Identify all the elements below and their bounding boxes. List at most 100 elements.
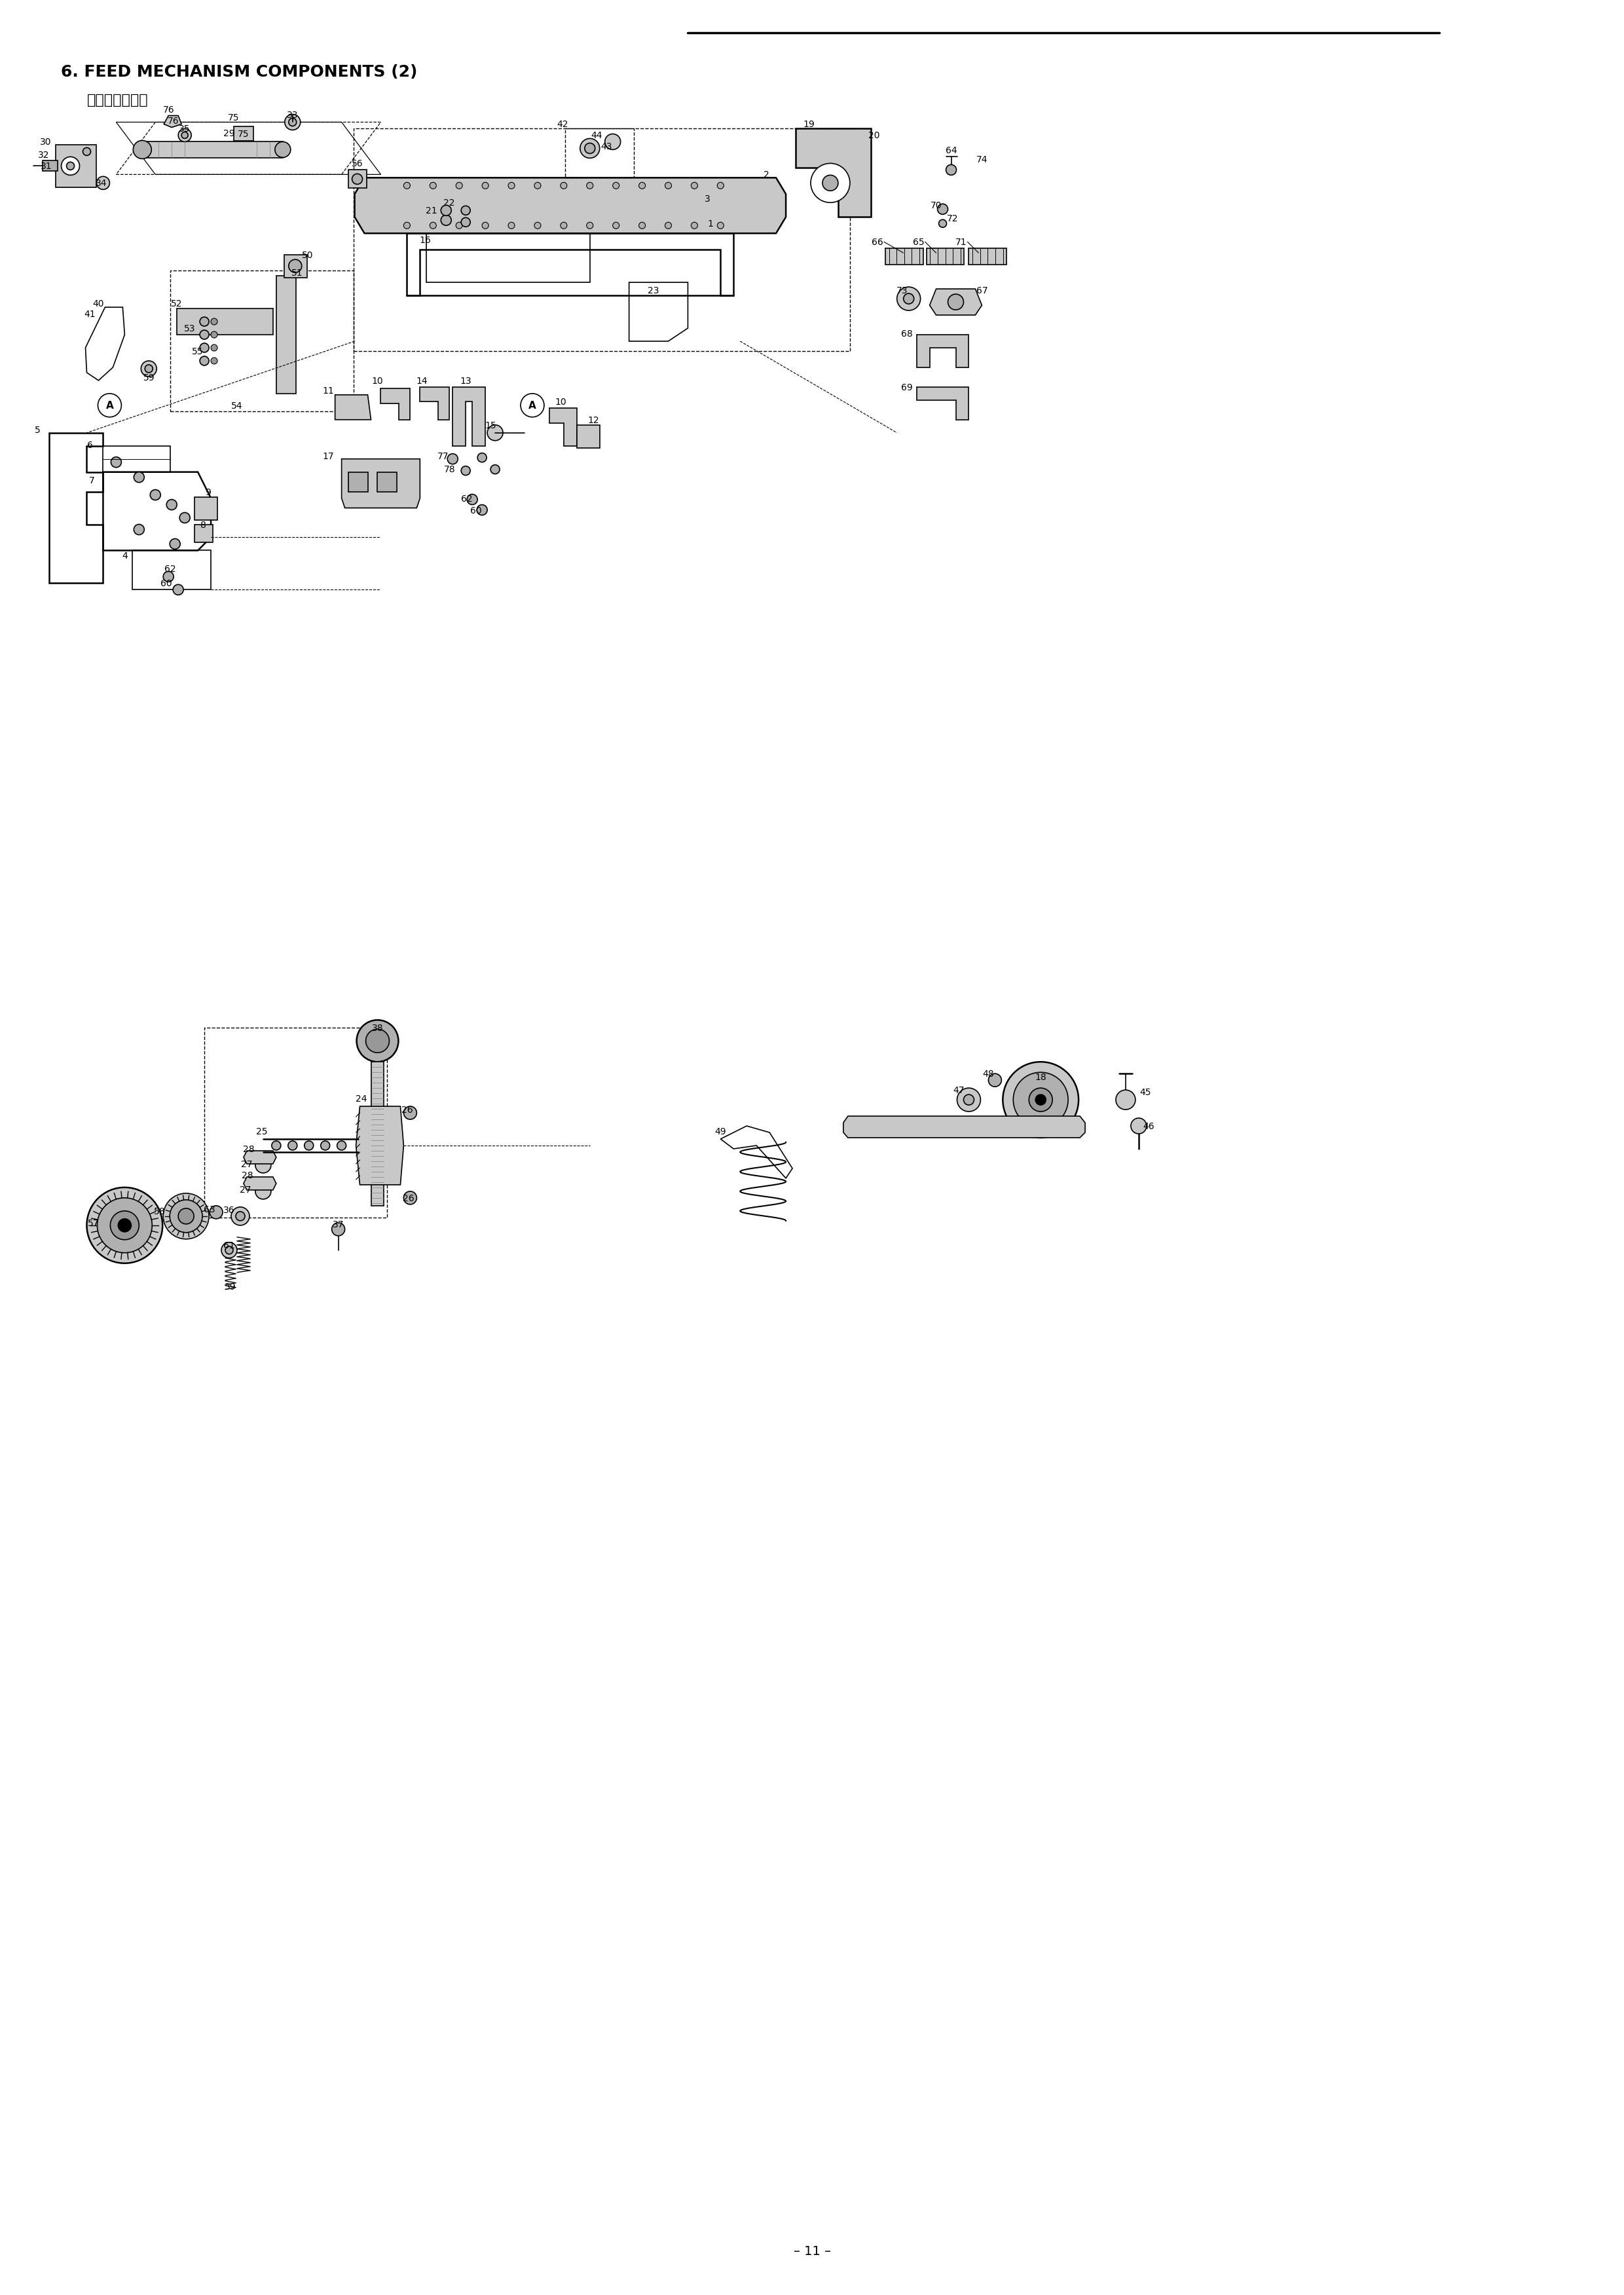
Text: 4: 4 [122,551,128,560]
Text: 62: 62 [164,565,175,574]
Text: 40: 40 [93,298,104,308]
Circle shape [211,333,218,337]
Bar [234,126,253,142]
Polygon shape [916,388,970,420]
Circle shape [461,207,471,216]
Polygon shape [244,1177,276,1191]
Text: 63: 63 [205,1205,216,1214]
Circle shape [586,223,593,230]
Circle shape [96,177,110,190]
Circle shape [586,184,593,190]
Circle shape [255,1157,271,1173]
Circle shape [211,344,218,351]
Text: 58: 58 [154,1207,166,1216]
Text: 60: 60 [471,505,482,514]
Text: 35: 35 [179,124,190,133]
Circle shape [461,218,471,227]
Text: 68: 68 [901,330,913,337]
Text: 42: 42 [557,119,568,129]
Polygon shape [164,117,182,129]
Circle shape [331,1223,344,1237]
Circle shape [692,223,698,230]
Text: 55: 55 [192,347,203,356]
Circle shape [461,466,471,475]
Text: 36: 36 [224,1205,235,1214]
Text: 66: 66 [872,239,883,248]
Text: 78: 78 [443,464,455,473]
Bar [577,425,599,448]
Text: 5: 5 [34,425,41,434]
Circle shape [182,133,188,140]
Text: 3: 3 [705,195,710,204]
Circle shape [404,223,411,230]
Circle shape [304,1141,313,1150]
Polygon shape [55,145,96,188]
Text: 60: 60 [161,578,172,588]
Text: 62: 62 [461,493,473,503]
Text: 70: 70 [931,202,942,211]
Text: 11: 11 [323,386,335,395]
Circle shape [1116,1090,1135,1111]
Polygon shape [341,459,421,509]
Circle shape [174,585,184,594]
Polygon shape [380,388,411,420]
Text: 64: 64 [945,147,957,156]
Circle shape [352,174,362,186]
Text: A: A [106,402,114,411]
Text: 20: 20 [869,131,880,140]
Circle shape [145,365,153,374]
Text: A: A [528,402,536,411]
Circle shape [822,177,838,190]
Circle shape [521,395,544,418]
Circle shape [612,184,619,190]
Circle shape [664,184,672,190]
Text: 77: 77 [437,452,448,461]
Circle shape [1013,1072,1069,1127]
Polygon shape [276,275,296,395]
Circle shape [284,115,300,131]
Text: 15: 15 [486,420,497,429]
Circle shape [937,204,948,216]
Polygon shape [929,289,983,317]
Circle shape [482,223,489,230]
Circle shape [508,223,515,230]
Circle shape [1130,1118,1147,1134]
Polygon shape [177,310,273,335]
Circle shape [255,1184,271,1200]
Circle shape [903,294,914,305]
Circle shape [110,1212,140,1239]
Text: 29: 29 [224,129,235,138]
Bar [565,129,633,179]
Circle shape [83,149,91,156]
Text: 22: 22 [443,200,455,209]
Circle shape [1030,1088,1052,1111]
Circle shape [448,454,458,464]
Circle shape [287,1141,297,1150]
Text: 47: 47 [953,1086,965,1095]
Text: 72: 72 [947,213,958,223]
Circle shape [456,184,463,190]
Circle shape [200,330,209,340]
Circle shape [585,145,594,154]
Circle shape [939,220,947,227]
Polygon shape [843,1115,1085,1138]
Circle shape [456,223,463,230]
Circle shape [67,163,75,170]
Circle shape [1002,1063,1078,1138]
Text: 17: 17 [323,452,335,461]
Text: 10: 10 [555,397,567,406]
Circle shape [97,395,122,418]
Text: 61: 61 [224,1242,235,1251]
Bar [348,473,367,491]
Text: 25: 25 [257,1127,268,1136]
Bar [284,255,307,278]
Text: 57: 57 [88,1219,99,1228]
Text: 7: 7 [89,475,94,484]
Circle shape [365,1030,390,1053]
Circle shape [209,1205,222,1219]
Text: 69: 69 [901,383,913,392]
Text: 33: 33 [287,110,299,119]
Circle shape [810,163,849,204]
Text: 67: 67 [976,287,987,296]
Circle shape [508,184,515,190]
